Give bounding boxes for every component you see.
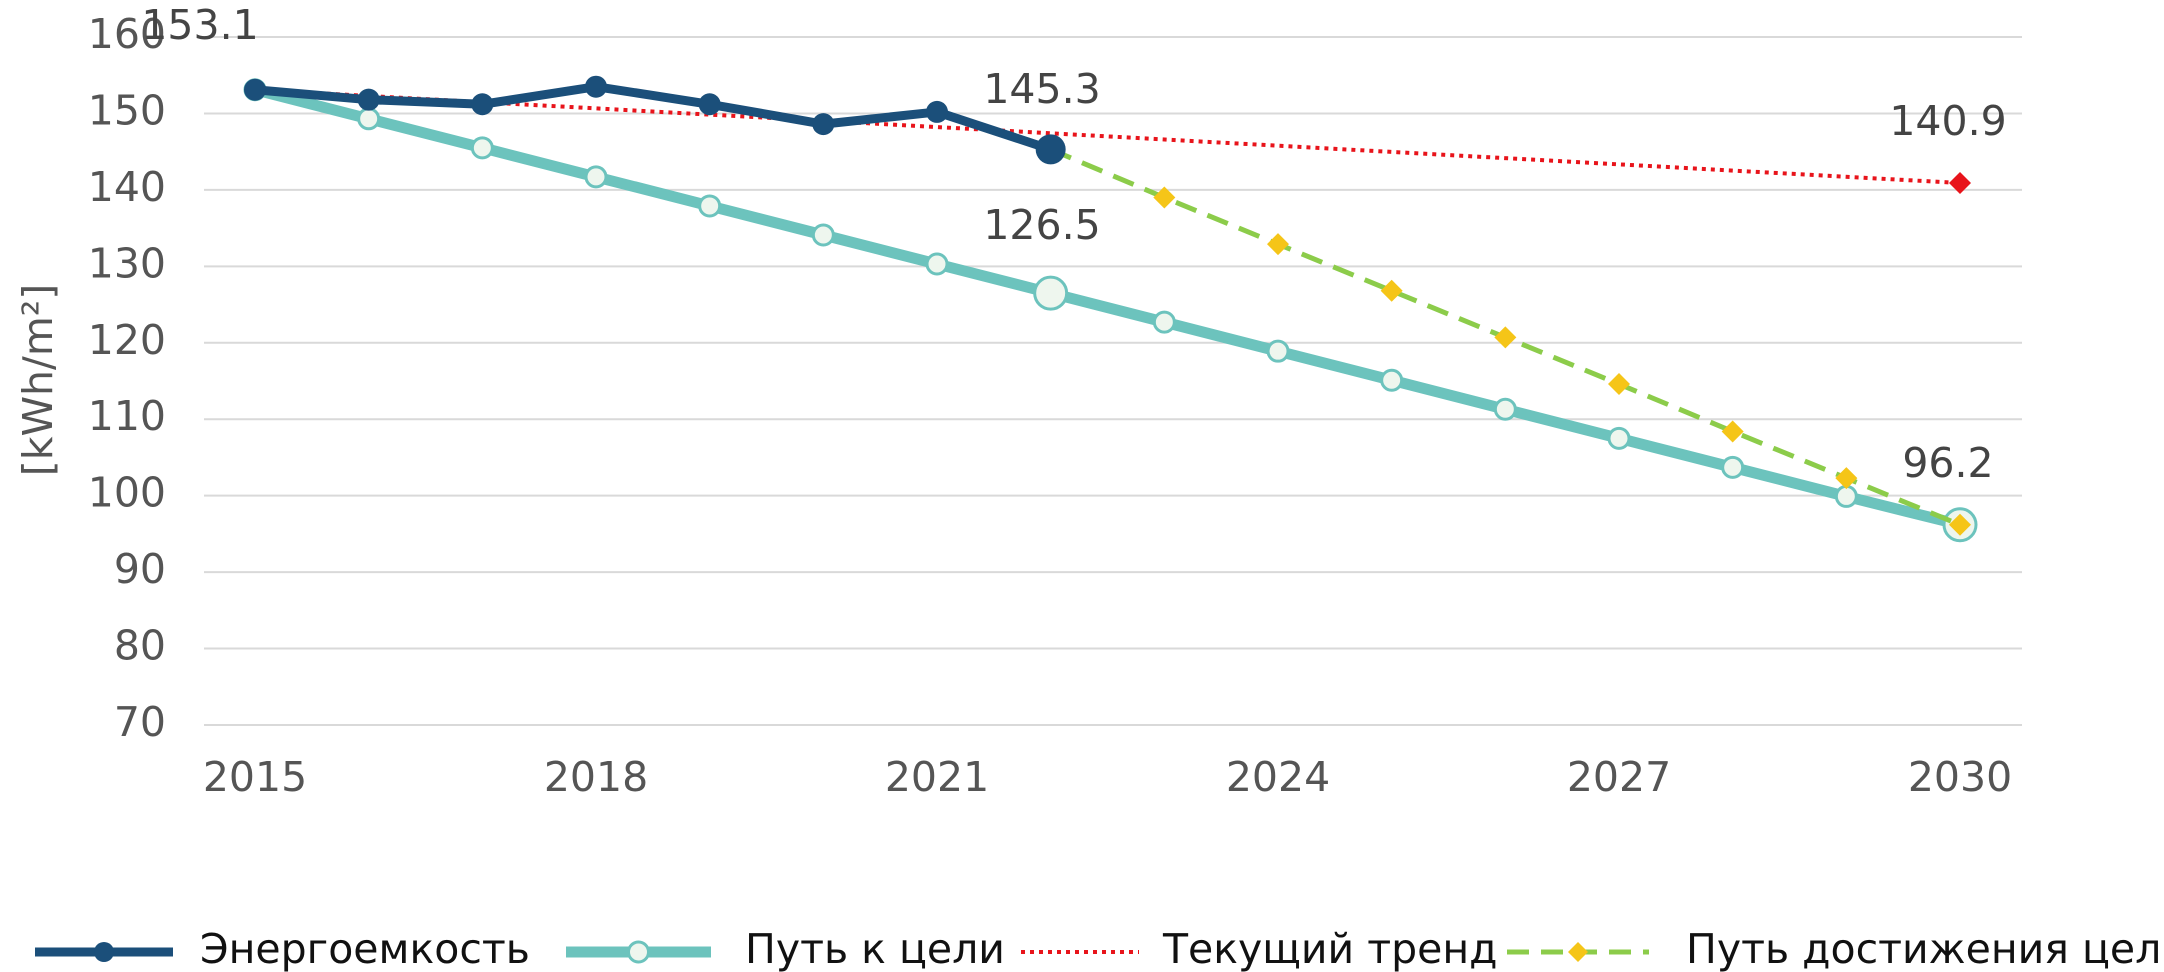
marker — [1267, 233, 1289, 256]
marker — [1035, 134, 1066, 165]
marker — [244, 78, 266, 101]
y-tick-label: 80 — [114, 622, 166, 670]
marker — [1380, 368, 1404, 392]
marker — [471, 93, 494, 116]
x-tick-label: 2015 — [203, 753, 307, 801]
y-tick-label: 160 — [88, 10, 166, 58]
legend-marker — [1568, 942, 1588, 962]
y-tick-label: 150 — [88, 86, 166, 134]
x-tick-label: 2018 — [544, 753, 648, 801]
marker — [1152, 310, 1176, 334]
y-axis-title: [kWh/m²] — [14, 284, 62, 476]
marker — [584, 165, 608, 189]
marker — [585, 75, 607, 98]
x-tick-label: 2030 — [1908, 753, 2012, 801]
annotation: 153.1 — [141, 1, 258, 49]
marker — [1721, 455, 1745, 479]
marker — [1949, 172, 1971, 195]
annotation: 145.3 — [983, 65, 1100, 113]
marker — [1153, 186, 1176, 209]
legend-marker — [94, 942, 114, 962]
marker — [812, 113, 835, 136]
legend-label: Путь к цели — [745, 925, 1005, 972]
series-line — [254, 87, 1961, 186]
y-tick-label: 120 — [88, 316, 166, 364]
marker — [1834, 484, 1858, 508]
marker — [357, 107, 381, 131]
marker — [698, 194, 722, 218]
marker — [698, 93, 721, 116]
y-tick-label: 140 — [88, 163, 166, 211]
annotation: 126.5 — [983, 201, 1100, 249]
marker — [1835, 467, 1858, 490]
marker — [1949, 513, 1971, 536]
x-tick-label: 2021 — [885, 753, 989, 801]
marker — [1033, 275, 1069, 311]
legend-marker — [627, 940, 650, 964]
marker — [1266, 339, 1290, 363]
x-tick-label: 2027 — [1567, 753, 1671, 801]
marker — [1608, 373, 1630, 396]
marker — [1607, 426, 1631, 450]
y-tick-label: 130 — [88, 239, 166, 287]
legend-label: Энергоемкость — [200, 925, 530, 972]
legend-label: Текущий тренд — [1162, 925, 1498, 972]
y-tick-label: 90 — [114, 545, 166, 593]
marker — [1380, 279, 1403, 302]
series-line — [254, 82, 1053, 154]
marker — [925, 252, 949, 276]
annotation: 140.9 — [1889, 97, 2006, 145]
y-tick-label: 70 — [114, 698, 166, 746]
marker — [1721, 420, 1744, 443]
marker — [811, 223, 835, 247]
marker — [1493, 397, 1517, 421]
marker — [470, 136, 494, 160]
x-tick-label: 2024 — [1226, 753, 1330, 801]
marker — [1494, 326, 1517, 349]
series-line — [253, 84, 1962, 531]
marker — [926, 100, 948, 123]
annotation: 96.2 — [1902, 439, 1993, 487]
legend-label: Путь достижения цели — [1686, 925, 2164, 972]
y-tick-label: 110 — [88, 392, 166, 440]
y-tick-label: 100 — [88, 469, 166, 517]
marker — [357, 88, 380, 111]
